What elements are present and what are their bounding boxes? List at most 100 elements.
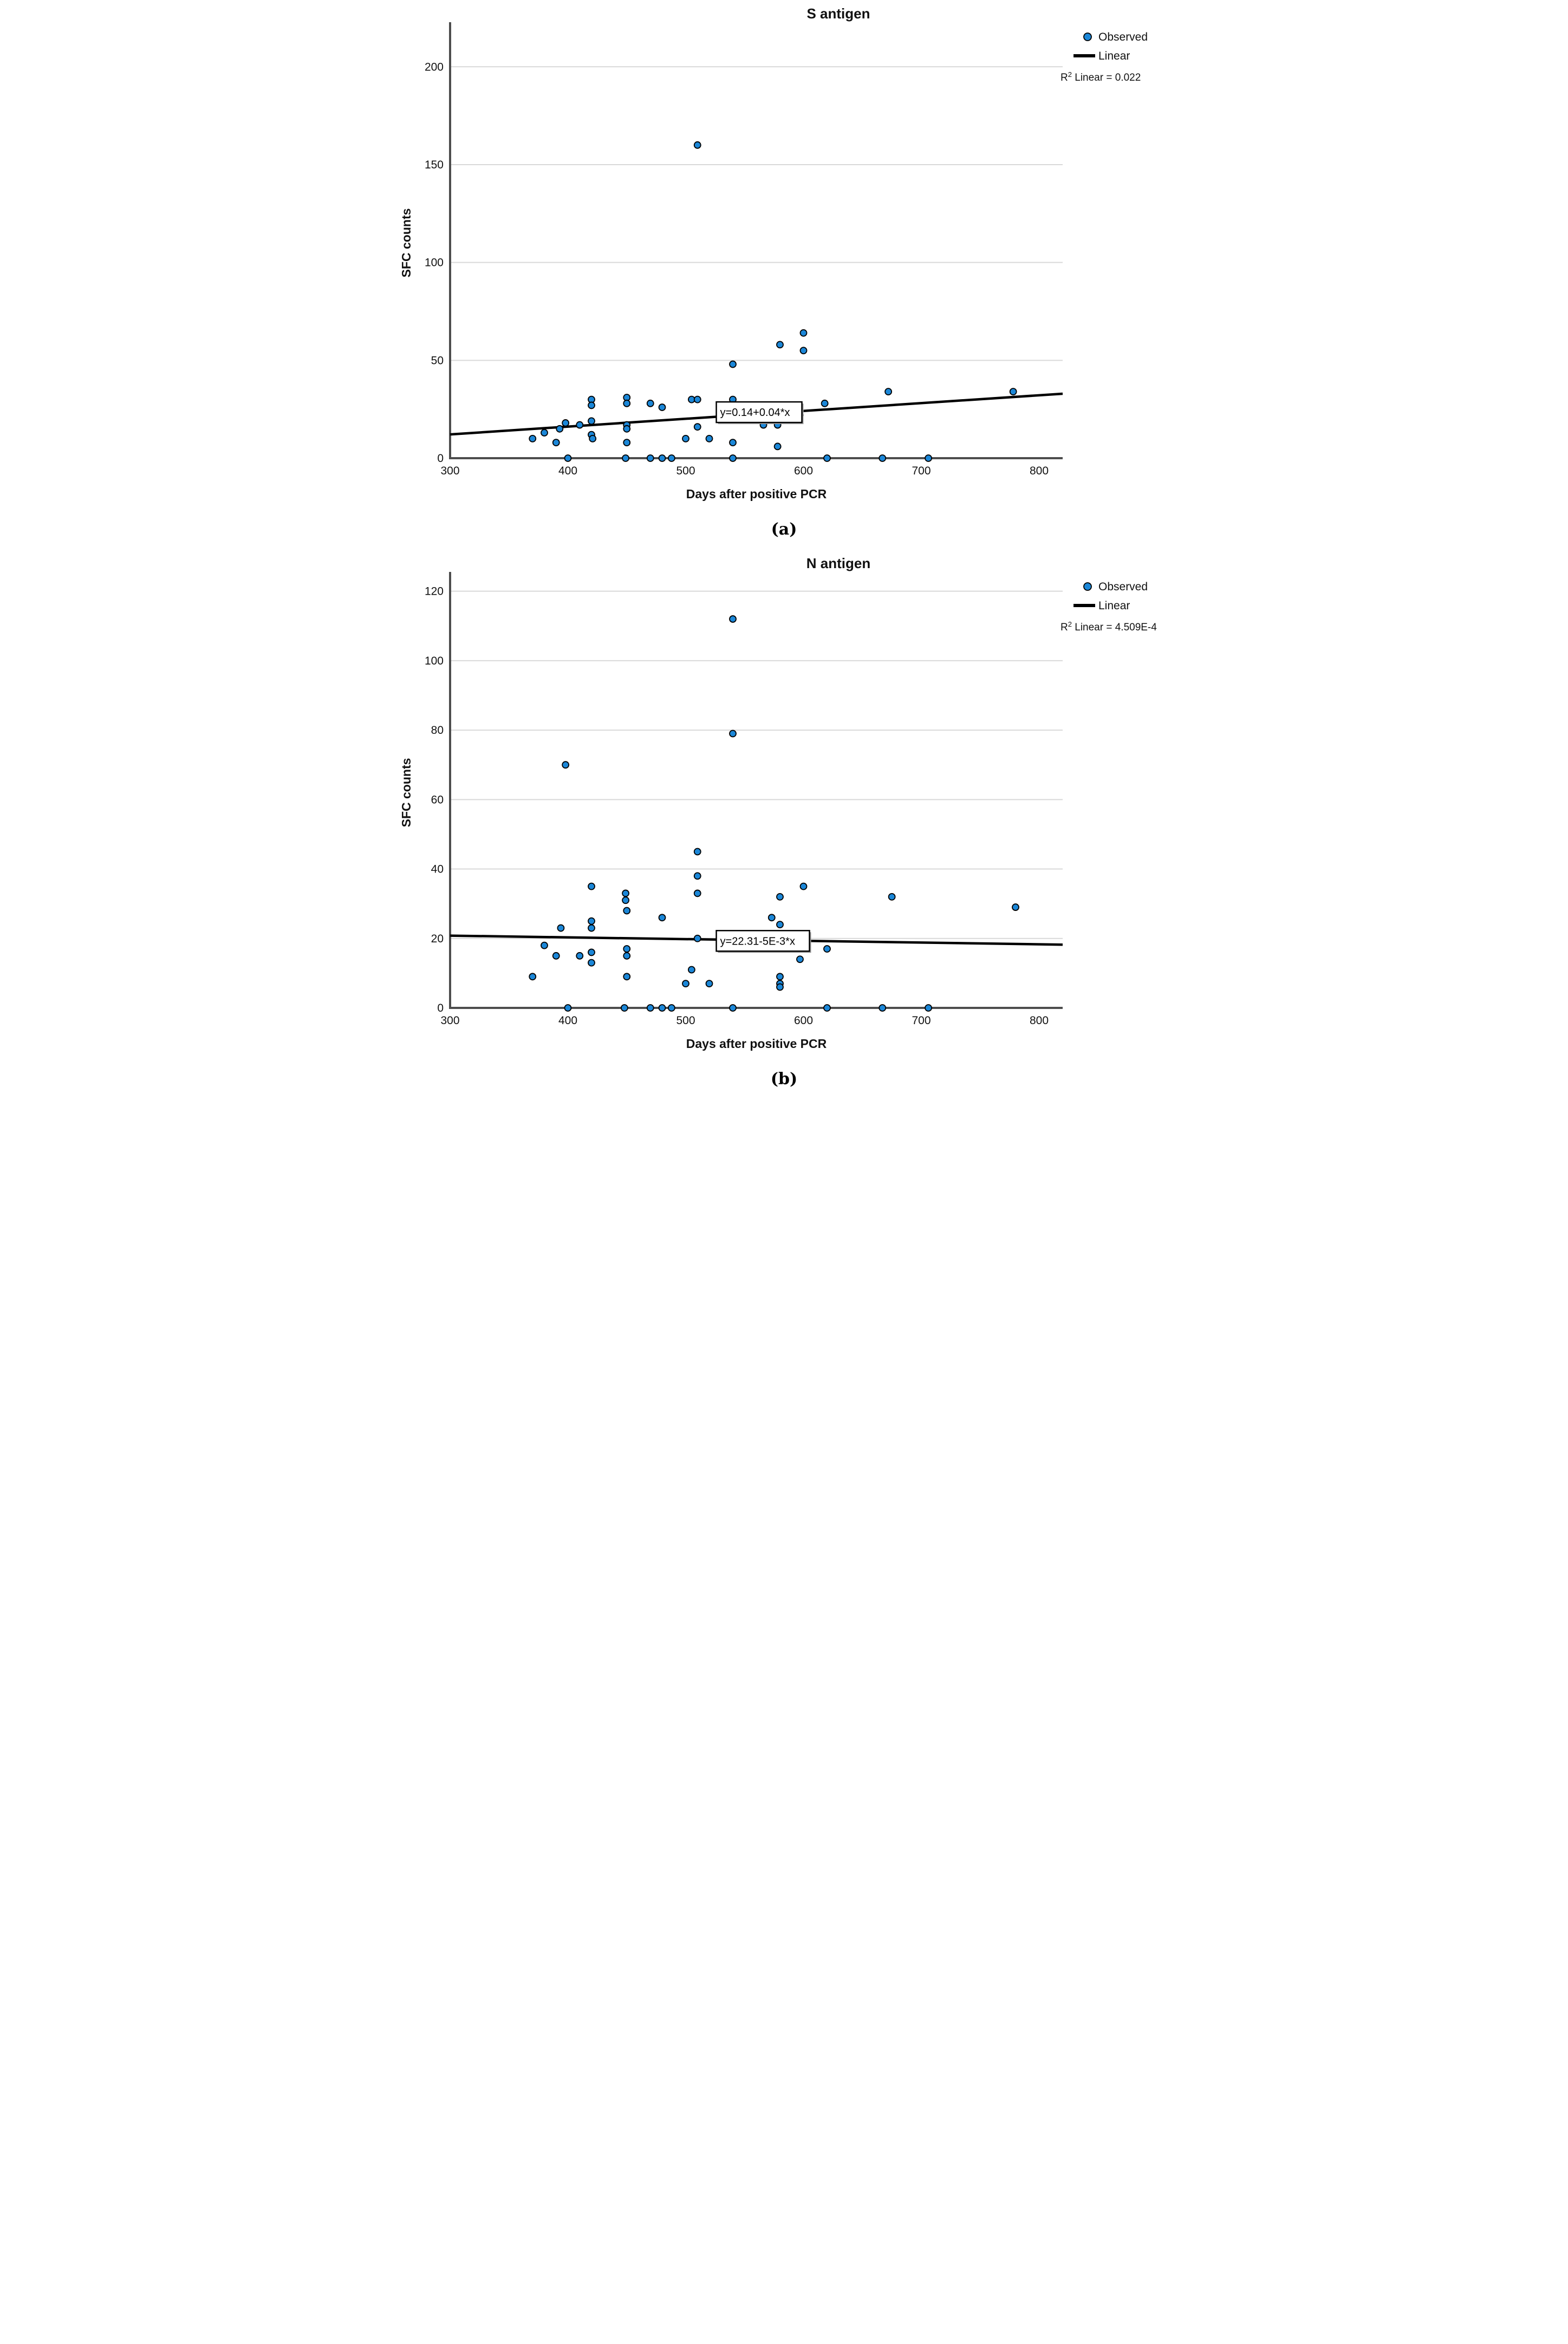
- data-point-9: [587, 924, 595, 932]
- y-tick-label-120: 120: [424, 585, 443, 598]
- x-tick-label-600: 600: [793, 465, 812, 477]
- data-point-4: [561, 419, 569, 427]
- equation-box: [715, 930, 810, 952]
- data-point-41: [823, 454, 831, 462]
- data-point-21: [658, 1004, 666, 1012]
- data-point-45: [924, 1004, 932, 1012]
- data-point-28: [693, 934, 701, 942]
- y-axis-title: SFC counts: [399, 758, 413, 828]
- y-tick-label-100: 100: [424, 257, 443, 269]
- data-point-12: [621, 454, 629, 462]
- r-squared-annotation: R2 Linear = 4.509E-4: [1060, 620, 1157, 633]
- data-point-33: [767, 914, 776, 922]
- data-point-5: [564, 454, 571, 462]
- n-antigen-scatter-chart: N antigen 0 20 40 60 80 100 120 300 400 500 600 700 8…: [399, 555, 1157, 1051]
- data-point-11: [588, 434, 596, 442]
- data-point-12: [620, 1004, 628, 1012]
- data-point-23: [681, 434, 689, 442]
- data-point-8: [587, 917, 595, 925]
- data-point-19: [646, 454, 654, 462]
- data-point-38: [776, 983, 784, 991]
- data-point-42: [823, 1004, 831, 1012]
- equation-box: [715, 401, 803, 424]
- figure-page: S antigen 0 50 100 150 200 300 400 500 600 700 800 D…: [392, 0, 1176, 1103]
- y-tick-label-40: 40: [431, 863, 443, 876]
- x-tick-label-300: 300: [440, 465, 459, 477]
- legend-observed-marker-icon: [1083, 582, 1092, 591]
- y-tick-label-20: 20: [431, 933, 443, 945]
- data-point-32: [728, 1004, 737, 1012]
- data-point-39: [799, 347, 807, 355]
- data-point-26: [693, 395, 701, 403]
- data-point-23: [681, 980, 689, 988]
- data-point-42: [878, 454, 886, 462]
- chart-title: S antigen: [806, 5, 870, 22]
- data-point-22: [667, 454, 675, 462]
- data-point-38: [799, 329, 807, 337]
- data-point-1: [540, 429, 548, 437]
- data-point-40: [799, 882, 807, 890]
- x-tick-label-600: 600: [793, 1014, 812, 1027]
- data-point-17: [622, 952, 630, 960]
- data-point-18: [622, 973, 630, 981]
- x-tick-label-300: 300: [440, 1014, 459, 1027]
- caption-a: (a): [771, 520, 797, 539]
- y-tick-label-100: 100: [424, 655, 443, 667]
- data-point-8: [587, 401, 595, 409]
- y-tick-label-150: 150: [424, 159, 443, 171]
- data-point-39: [796, 955, 804, 963]
- data-point-28: [705, 434, 713, 442]
- data-point-27: [693, 423, 701, 431]
- data-point-43: [878, 1004, 886, 1012]
- data-point-30: [728, 615, 737, 623]
- y-axis-title: SFC counts: [399, 209, 413, 278]
- legend-linear-label: Linear: [1098, 600, 1130, 612]
- data-point-0: [528, 434, 536, 442]
- data-point-25: [693, 848, 701, 856]
- x-tick-label-500: 500: [676, 1014, 695, 1027]
- data-point-29: [705, 980, 713, 988]
- y-tick-label-0: 0: [437, 452, 444, 465]
- x-tick-label-700: 700: [912, 465, 931, 477]
- chart-title: N antigen: [806, 555, 870, 571]
- data-point-46: [1011, 903, 1019, 911]
- x-axis-title: Days after positive PCR: [686, 487, 827, 501]
- data-point-9: [587, 417, 595, 425]
- x-axis-title: Days after positive PCR: [686, 1037, 827, 1051]
- data-point-41: [823, 945, 831, 953]
- data-point-5: [564, 1004, 571, 1012]
- data-point-45: [1009, 388, 1017, 396]
- data-point-0: [528, 973, 536, 981]
- equation-text: y=22.31-5E-3*x: [720, 935, 795, 947]
- y-tick-label-50: 50: [431, 354, 443, 367]
- data-point-20: [658, 403, 666, 411]
- y-tick-label-0: 0: [437, 1002, 444, 1014]
- data-point-36: [776, 973, 784, 981]
- equation-text: y=0.14+0.04*x: [720, 407, 790, 419]
- data-point-26: [693, 872, 701, 880]
- data-point-18: [646, 399, 654, 407]
- data-point-6: [575, 421, 583, 429]
- chart-block-n-antigen: N antigen 0 20 40 60 80 100 120 300 400 500 600 700 8…: [392, 553, 1176, 1103]
- data-point-36: [776, 341, 784, 349]
- legend-observed-label: Observed: [1098, 581, 1148, 593]
- data-point-35: [773, 442, 782, 451]
- x-tick-label-400: 400: [558, 465, 577, 477]
- data-point-44: [888, 893, 896, 901]
- legend-observed-label: Observed: [1098, 31, 1148, 43]
- data-point-24: [687, 966, 695, 974]
- data-point-17: [622, 439, 630, 446]
- caption-b: (b): [770, 1070, 798, 1089]
- data-point-15: [622, 907, 630, 915]
- legend-observed-marker-icon: [1083, 32, 1092, 41]
- data-point-13: [621, 889, 629, 897]
- data-point-14: [622, 399, 630, 407]
- data-point-25: [693, 141, 701, 149]
- data-point-31: [728, 439, 737, 446]
- data-point-6: [575, 952, 583, 960]
- data-point-16: [622, 945, 630, 953]
- data-point-43: [884, 388, 892, 396]
- x-tick-label-800: 800: [1029, 1014, 1048, 1027]
- r-squared-annotation: R2 Linear = 0.022: [1060, 70, 1141, 83]
- x-tick-label-500: 500: [676, 465, 695, 477]
